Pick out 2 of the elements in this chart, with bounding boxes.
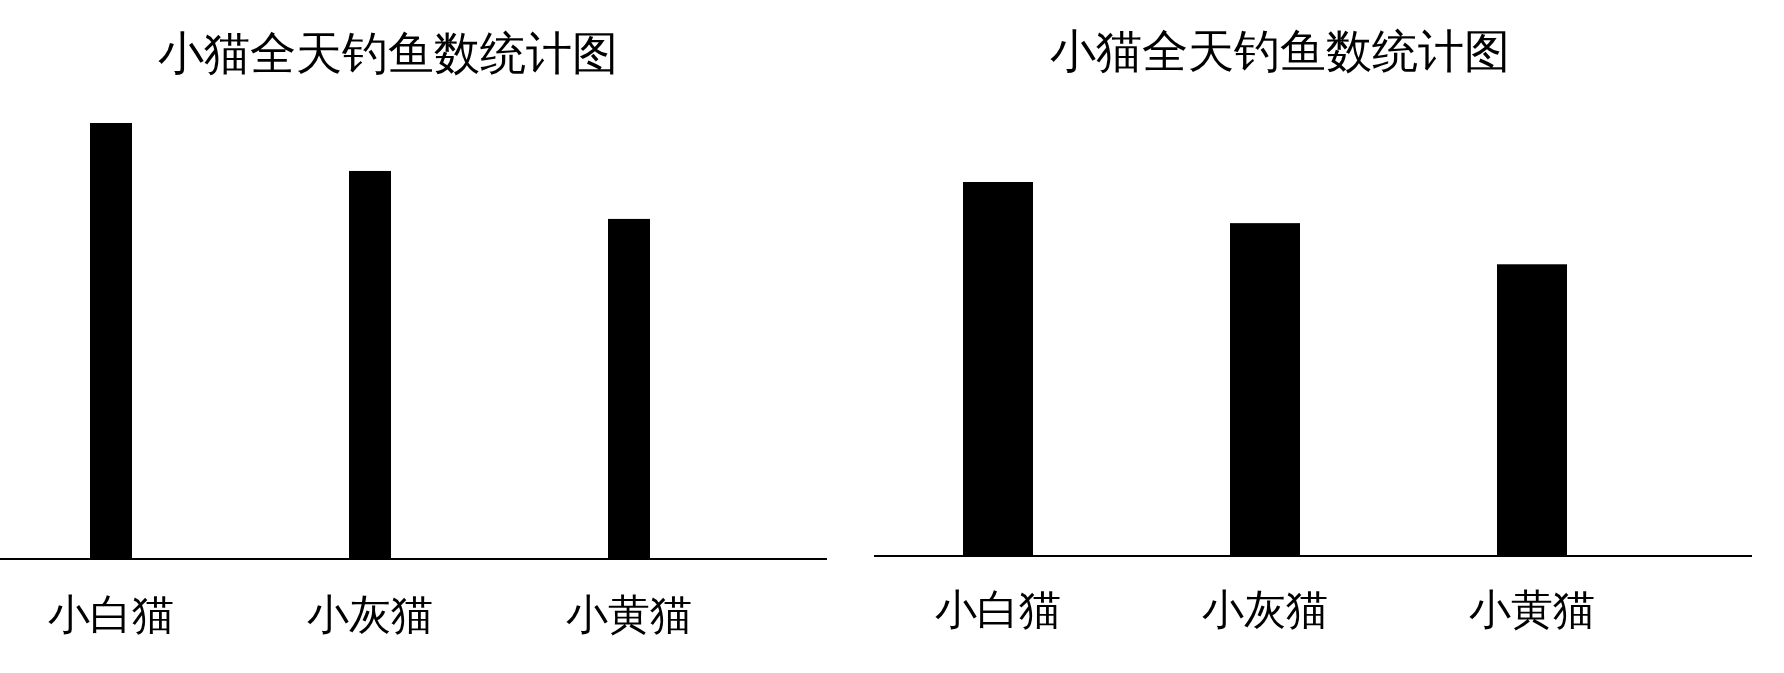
title: 小猫全天钓鱼数统计图 xyxy=(1050,24,1510,78)
title: 小猫全天钓鱼数统计图 xyxy=(158,26,618,80)
